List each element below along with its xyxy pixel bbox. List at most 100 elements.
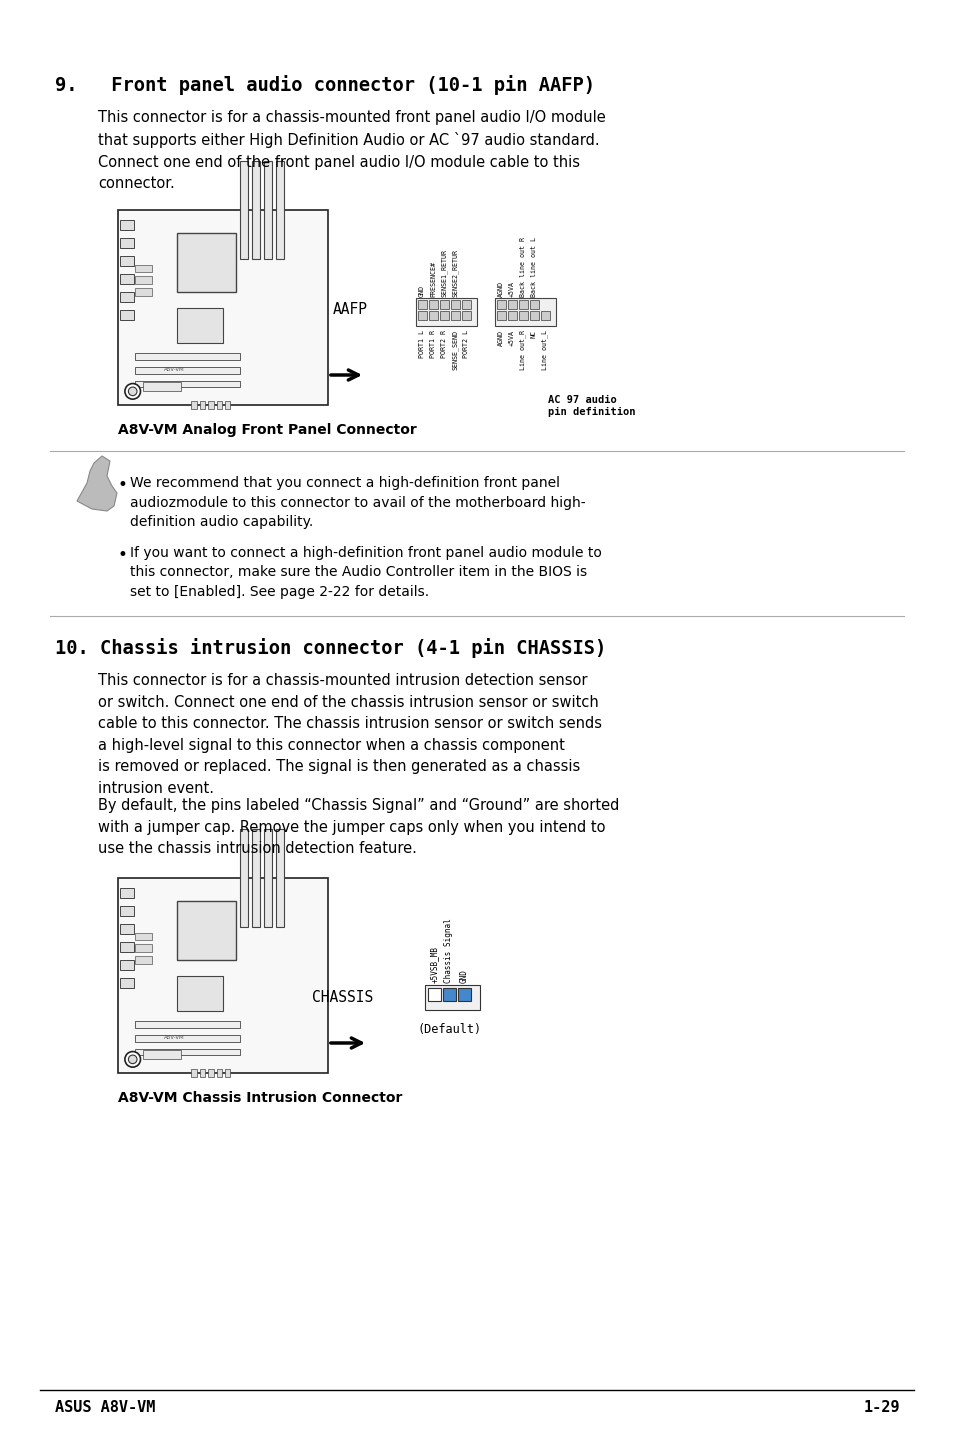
Bar [200, 1068, 205, 1077]
Text: +5VA: +5VA [509, 280, 515, 298]
Text: GND: GND [459, 969, 468, 984]
Bar [120, 239, 133, 247]
Bar [120, 220, 133, 230]
Bar [120, 256, 133, 266]
Text: SENSE2_RETUR: SENSE2_RETUR [451, 249, 457, 298]
Text: By default, the pins labeled “Chassis Signal” and “Ground” are shorted
with a ju: By default, the pins labeled “Chassis Si… [98, 798, 618, 856]
Bar [118, 210, 328, 406]
Bar [120, 961, 133, 971]
Bar [439, 301, 449, 309]
Text: GND: GND [418, 285, 424, 298]
Text: CHASSIS: CHASSIS [312, 991, 373, 1005]
Bar [176, 308, 223, 342]
Bar [275, 830, 283, 926]
Bar [417, 311, 427, 321]
Text: If you want to connect a high-definition front panel audio module to
this connec: If you want to connect a high-definition… [130, 546, 601, 600]
Text: SENSE1_RETUR: SENSE1_RETUR [440, 249, 447, 298]
Text: •: • [118, 476, 128, 495]
Text: A8V-VM Analog Front Panel Connector: A8V-VM Analog Front Panel Connector [118, 423, 416, 437]
Bar [275, 161, 283, 259]
Text: A8V-VM: A8V-VM [164, 1035, 185, 1041]
Bar [120, 906, 133, 916]
Text: (Default): (Default) [417, 1022, 481, 1035]
Text: This connector is for a chassis-mounted front panel audio I/O module
that suppor: This connector is for a chassis-mounted … [98, 109, 605, 191]
Bar [461, 311, 471, 321]
Bar [120, 978, 133, 988]
Text: Back line out R: Back line out R [519, 237, 525, 298]
Bar [518, 311, 527, 321]
Bar [176, 902, 235, 961]
Polygon shape [77, 456, 117, 510]
Bar [176, 233, 235, 292]
Bar [176, 975, 223, 1011]
Text: AGND: AGND [497, 329, 503, 347]
Text: 1-29: 1-29 [862, 1401, 899, 1415]
Bar [134, 1021, 239, 1028]
Bar [192, 401, 196, 408]
Bar [134, 1048, 239, 1055]
Bar [216, 1068, 222, 1077]
Text: AGND: AGND [497, 280, 503, 298]
Bar [252, 830, 259, 926]
Bar [540, 311, 550, 321]
Text: +5VA: +5VA [509, 329, 515, 347]
Text: PORT2 R: PORT2 R [440, 329, 447, 358]
Bar [530, 301, 538, 309]
Circle shape [125, 384, 140, 400]
Bar [429, 301, 437, 309]
Text: •: • [118, 546, 128, 564]
Text: PRESENCE#: PRESENCE# [430, 262, 436, 298]
Bar [134, 1035, 239, 1041]
Text: +5VSB_MB: +5VSB_MB [429, 946, 438, 984]
Bar [507, 301, 517, 309]
Bar [264, 830, 272, 926]
Bar [120, 275, 133, 283]
Bar [461, 301, 471, 309]
Bar [120, 292, 133, 302]
Bar [495, 298, 556, 326]
Bar [417, 301, 427, 309]
Bar [497, 311, 505, 321]
Text: NC: NC [531, 329, 537, 338]
Bar [134, 367, 239, 374]
Text: 9.   Front panel audio connector (10-1 pin AAFP): 9. Front panel audio connector (10-1 pin… [55, 75, 595, 95]
Circle shape [129, 387, 137, 395]
Text: AAFP: AAFP [333, 302, 368, 318]
Bar [120, 311, 133, 321]
Text: PORT1 R: PORT1 R [430, 329, 436, 358]
Circle shape [125, 1051, 140, 1067]
Bar [518, 301, 527, 309]
Bar [239, 830, 248, 926]
Text: Line out_R: Line out_R [519, 329, 526, 370]
Text: 10. Chassis intrusion connector (4-1 pin CHASSIS): 10. Chassis intrusion connector (4-1 pin… [55, 638, 605, 659]
Bar [134, 288, 152, 296]
Bar [134, 354, 239, 360]
Text: Chassis Signal: Chassis Signal [444, 919, 453, 984]
Bar [216, 401, 222, 408]
Bar [143, 381, 181, 391]
Bar [424, 985, 479, 1009]
Bar [143, 1050, 181, 1060]
Bar [208, 401, 213, 408]
Bar [429, 311, 437, 321]
Bar [416, 298, 476, 326]
Bar [118, 879, 328, 1073]
Bar [134, 933, 152, 940]
Bar [451, 301, 459, 309]
Text: Back line out L: Back line out L [531, 237, 537, 298]
Text: PORT2 L: PORT2 L [462, 329, 469, 358]
Text: SENSE_SEND: SENSE_SEND [451, 329, 457, 370]
Bar [134, 276, 152, 285]
Bar [134, 945, 152, 952]
Text: Line out_L: Line out_L [541, 329, 548, 370]
Bar [428, 988, 440, 1001]
Bar [439, 311, 449, 321]
Bar [497, 301, 505, 309]
Bar [252, 161, 259, 259]
Bar [264, 161, 272, 259]
Bar [120, 925, 133, 935]
Bar [120, 889, 133, 897]
Bar [442, 988, 456, 1001]
Bar [451, 311, 459, 321]
Bar [530, 311, 538, 321]
